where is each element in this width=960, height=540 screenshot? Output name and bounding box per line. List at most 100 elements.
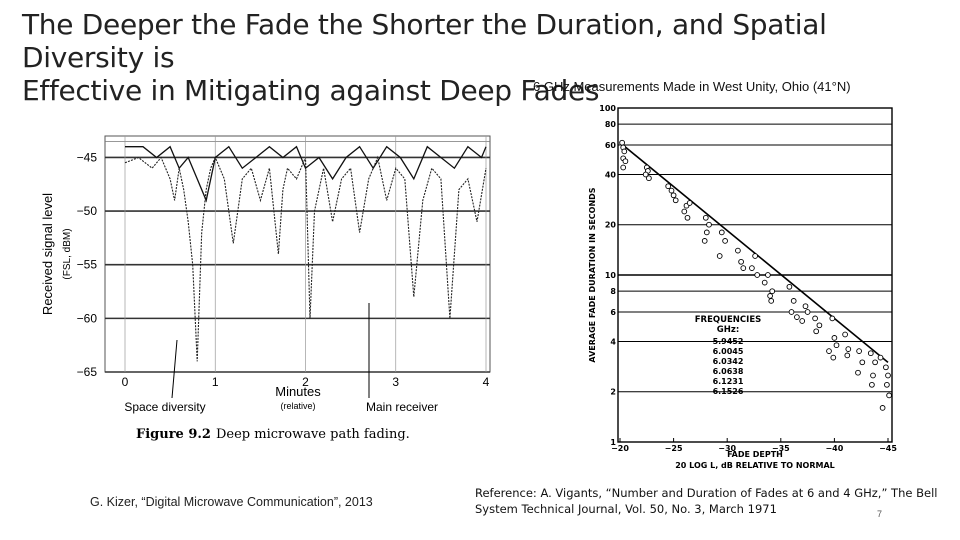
fade-data-point	[735, 247, 741, 254]
main-receiver-trace	[125, 145, 487, 203]
fade-data-point	[768, 298, 775, 304]
fade-data-point	[646, 175, 652, 182]
fade-regression-line	[619, 142, 889, 363]
fade-x-axis-subtitle: 20 LOG L, dB RELATIVE TO NORMAL	[675, 461, 835, 470]
fade-data-point	[754, 272, 761, 278]
fade-data-point	[856, 348, 862, 354]
page-number: 7	[877, 509, 883, 519]
fade-data-point	[767, 293, 773, 299]
fade-data-point	[672, 197, 679, 204]
fade-data-point	[883, 364, 889, 371]
figure-caption-label: Figure 9.2	[136, 427, 211, 442]
fade-data-point	[749, 265, 755, 271]
citation-right: Reference: A. Vigants, “Number and Durat…	[475, 485, 945, 517]
fade-data-point	[802, 303, 809, 310]
fade-data-point	[738, 258, 744, 265]
fade-data-point	[620, 164, 627, 171]
fade-data-point	[668, 187, 675, 194]
signal-y-tick-label: −45	[77, 150, 98, 164]
frequency-item: 6.1231	[713, 377, 744, 386]
fade-data-point	[786, 283, 793, 290]
fade-data-point	[870, 372, 876, 379]
fade-data-point	[619, 139, 625, 146]
fade-data-point	[833, 342, 840, 349]
signal-x-tick-labels: 0 1 2 3 4	[122, 375, 490, 389]
space-diversity-annotation: Space diversity	[124, 400, 205, 414]
frequency-item: 6.1526	[713, 387, 744, 396]
frequencies-legend: FREQUENCIES GHz: 5.9452 6.0045 6.0342 6.…	[695, 315, 762, 396]
fade-data-point	[877, 354, 884, 361]
fade-x-tick-label: −35	[772, 444, 790, 453]
fade-data-point	[812, 315, 818, 322]
fade-y-tick-label: 8	[610, 287, 616, 296]
fade-data-point	[845, 346, 852, 352]
signal-x-axis-sublabel: (relative)	[280, 401, 315, 411]
fade-y-tick-labels: 100 80 60 40 20 10 8 6 4 2 1	[599, 104, 616, 447]
fade-data-point	[665, 183, 672, 190]
fade-data-point	[830, 354, 837, 361]
fade-data-point	[706, 221, 712, 228]
fade-data-point	[670, 192, 677, 199]
fade-y-tick-label: 80	[605, 120, 617, 129]
fade-data-point	[829, 315, 836, 322]
fade-data-point	[765, 272, 771, 278]
fade-data-point	[813, 328, 820, 335]
fade-data-point	[794, 314, 800, 320]
main-receiver-annotation: Main receiver	[366, 400, 438, 414]
signal-plot-frame	[104, 135, 491, 373]
signal-y-tick-label: −55	[77, 258, 98, 272]
frequency-item: 6.0342	[713, 357, 744, 366]
frequencies-legend-unit: GHz:	[717, 325, 739, 335]
fade-y-tick-label: 40	[605, 170, 617, 179]
fade-data-point	[621, 148, 628, 155]
fade-data-point	[804, 309, 811, 315]
fade-data-point	[718, 229, 725, 236]
citation-right-line2: System Technical Journal, Vol. 50, No. 3…	[475, 502, 777, 516]
fade-data-point	[885, 372, 891, 379]
signal-y-tick-label: −65	[77, 365, 98, 379]
space-diversity-pointer	[171, 339, 178, 399]
fade-data-point	[884, 381, 890, 388]
slide-subtitle: 6 GHz Measurements Made in West Unity, O…	[533, 79, 851, 94]
fade-data-point	[790, 298, 797, 304]
fade-data-point	[816, 322, 823, 329]
fade-data-point	[844, 352, 851, 359]
fade-y-tick-label: 2	[610, 388, 616, 397]
signal-y-tick-label: −50	[77, 204, 98, 218]
fade-data-point	[622, 158, 629, 165]
signal-x-tick-label: 0	[122, 375, 129, 389]
fade-data-point	[686, 200, 693, 206]
slide-title: The Deeper the Fade the Shorter the Dura…	[22, 8, 952, 107]
fade-data-point	[752, 253, 758, 259]
fade-fit-line	[619, 142, 889, 363]
fade-data-point	[842, 331, 848, 338]
fade-data-point	[886, 392, 892, 399]
space-diversity-trace	[124, 155, 487, 362]
fade-data-point	[684, 214, 691, 221]
signal-x-tick-label: 3	[392, 375, 399, 389]
fade-data-points	[619, 139, 892, 411]
fade-duration-figure: 100 80 60 40 20 10 8 6 4 2 1 −20 −25 −30 −35 −40 −45 AV…	[588, 104, 897, 470]
fade-x-tick-label: −25	[665, 444, 683, 453]
frequency-item: 5.9452	[713, 337, 744, 346]
signal-level-figure: −45 −50 −55 −60 −65 0 1 2 3 4 Received signal le…	[40, 135, 491, 442]
fade-y-tick-label: 60	[605, 141, 617, 150]
signal-y-tick-labels: −45 −50 −55 −60 −65	[77, 150, 98, 379]
fade-x-tick-label: −45	[879, 444, 897, 453]
signal-x-axis-label: Minutes	[275, 384, 321, 399]
fade-y-tick-label: 6	[610, 308, 616, 317]
signal-y-tick-label: −60	[77, 311, 98, 325]
fade-data-point	[859, 359, 866, 366]
fade-data-point	[716, 253, 723, 259]
fade-data-point	[788, 309, 795, 315]
frequencies-legend-title: FREQUENCIES	[695, 315, 762, 325]
fade-y-tick-label: 20	[605, 221, 617, 230]
figure-caption-text: Deep microwave path fading.	[216, 427, 410, 442]
fade-data-point	[855, 369, 861, 376]
fade-data-point	[869, 381, 875, 388]
citation-right-line1: Reference: A. Vigants, “Number and Durat…	[475, 486, 938, 500]
fade-y-axis-label: AVERAGE FADE DURATION IN SECONDS	[588, 187, 597, 362]
fade-data-point	[740, 265, 747, 271]
fade-data-point	[681, 208, 688, 215]
fade-data-point	[799, 318, 806, 324]
